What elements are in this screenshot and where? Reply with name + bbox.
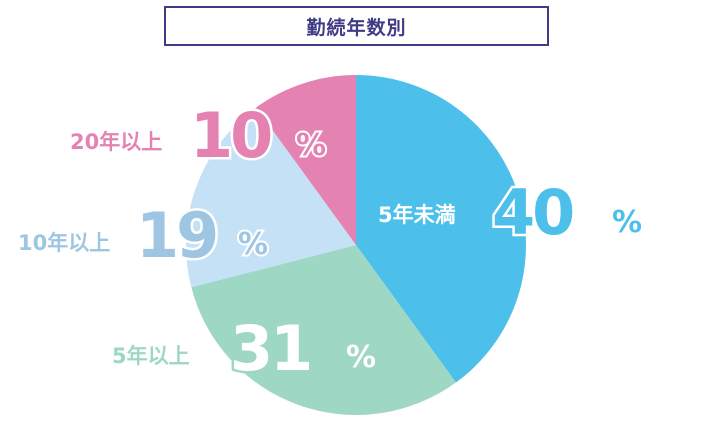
slice-unit-20plus: % [296,128,326,163]
slice-value-under5: 40 [492,176,573,249]
pie-slice-10plus [185,107,356,288]
slice-label-5plus: 5年以上 [112,344,190,368]
pie-slice-under5 [356,75,526,383]
slice-label-20plus: 20年以上 [70,130,162,154]
slice-unit-under5: % [612,205,642,240]
slice-unit-5plus: % [346,340,376,375]
slice-label-10plus: 10年以上 [18,231,110,255]
chart-title: 勤続年数別 [164,6,549,46]
slice-value-5plus: 31 [230,312,310,385]
pie-slice-20plus [256,75,356,245]
slice-label-under5: 5年未満 [378,203,456,227]
slice-value-10plus: 19 [136,199,216,272]
slice-unit-10plus: % [238,227,268,262]
pie-slice-5plus [191,245,456,415]
slice-value-20plus: 10 [190,99,271,172]
